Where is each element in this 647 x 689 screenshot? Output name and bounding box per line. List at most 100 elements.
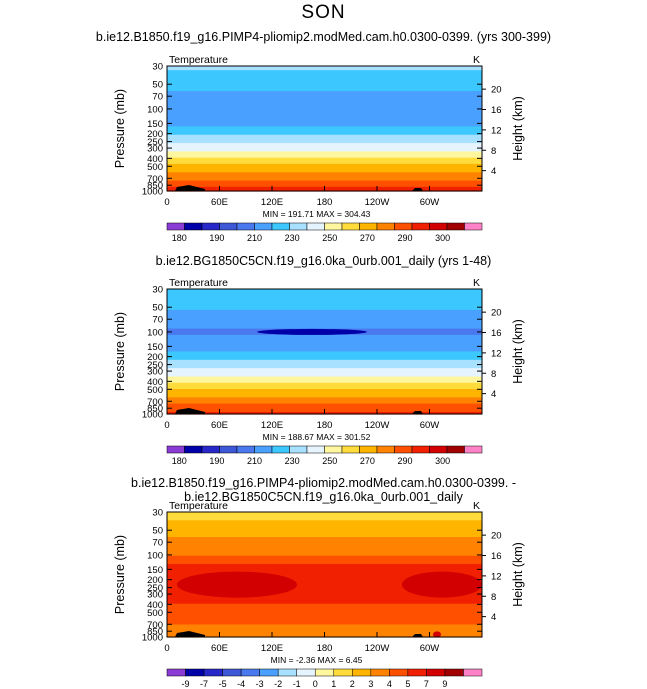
colorbar-swatch	[394, 222, 413, 231]
contour-band	[167, 107, 482, 111]
colorbar-label: -9	[182, 679, 190, 689]
contour-band	[167, 512, 482, 515]
contour-band	[167, 141, 482, 144]
colorbar-swatch	[394, 445, 413, 454]
y-tick-label: 30	[152, 62, 163, 73]
y-tick-label: 500	[147, 608, 163, 619]
contour-band	[167, 116, 482, 119]
topography	[175, 185, 205, 191]
y-tick-label: 1000	[142, 633, 163, 644]
contour-band	[167, 120, 482, 123]
contour-band	[167, 393, 482, 396]
contour-band	[167, 149, 482, 153]
colorbar-label: 290	[397, 456, 412, 466]
x-tick-label: 60E	[211, 643, 228, 654]
contour-band	[167, 539, 482, 542]
units-label: K	[473, 500, 480, 512]
colorbar-label: 270	[360, 233, 375, 243]
contour-band	[167, 111, 482, 115]
contour-band	[167, 607, 482, 611]
y-right-tick-label: 20	[491, 85, 502, 96]
colorbar-swatch	[166, 222, 185, 231]
y-tick-label: 70	[152, 315, 163, 326]
y-axis-title: Pressure (mb)	[113, 312, 127, 391]
colorbar-swatch	[240, 668, 260, 677]
contour-band	[167, 161, 482, 165]
contour-band	[167, 339, 482, 342]
colorbar-swatch	[166, 445, 185, 454]
y-right-tick-label: 16	[491, 105, 502, 116]
contour-band	[167, 345, 482, 348]
y-tick-label: 250	[147, 583, 163, 594]
contour-band	[167, 74, 482, 78]
warm-spot-contour	[433, 631, 441, 638]
contour-band	[167, 99, 482, 103]
contour-band	[167, 599, 482, 603]
contour-band	[167, 587, 482, 590]
y-right-axis-title: Height (km)	[511, 542, 525, 607]
min-max-stats: MIN = -2.36 MAX = 6.45	[271, 655, 363, 665]
colorbar-label: 180	[172, 456, 187, 466]
contour-band	[167, 553, 482, 557]
contour-band	[167, 86, 482, 90]
colorbar-label: 2	[350, 679, 355, 689]
contour-band	[167, 311, 482, 315]
colorbar-swatch	[464, 445, 483, 454]
x-tick-label: 120E	[261, 197, 283, 208]
colorbar-swatch	[411, 445, 430, 454]
y-axis-title: Pressure (mb)	[113, 535, 127, 614]
colorbar-swatch	[341, 222, 360, 231]
contour-band	[167, 334, 482, 338]
y-tick-label: 100	[147, 104, 163, 115]
contour-band	[167, 301, 482, 305]
contour-band	[167, 514, 482, 517]
y-right-tick-label: 8	[491, 369, 496, 380]
colorbar-label: 190	[209, 233, 224, 243]
colorbar-swatch	[222, 668, 242, 677]
y-tick-label: 50	[152, 303, 163, 314]
colorbar-swatch	[271, 445, 290, 454]
y-right-tick-label: 4	[491, 166, 496, 177]
y-tick-label: 30	[152, 285, 163, 296]
contour-band	[167, 559, 482, 563]
colorbar-swatch	[446, 445, 465, 454]
x-tick-label: 120W	[365, 420, 390, 431]
contour-band	[167, 614, 482, 617]
contour-band	[167, 95, 482, 98]
topography	[175, 408, 205, 414]
x-tick-label: 180	[317, 197, 333, 208]
contour-band	[167, 605, 482, 609]
contour-band	[167, 595, 482, 599]
y-tick-label: 400	[147, 600, 163, 611]
y-tick-label: 150	[147, 565, 163, 576]
contour-band	[167, 532, 482, 536]
contour-band	[167, 343, 482, 346]
panel-1-title: b.ie12.B1850.f19_g16.PIMP4-pliomip2.modM…	[95, 30, 552, 44]
colorbar-swatch	[306, 222, 325, 231]
y-tick-label: 300	[147, 590, 163, 601]
y-right-tick-label: 4	[491, 389, 496, 400]
y-right-tick-label: 20	[491, 531, 502, 542]
colorbar-swatch	[185, 668, 205, 677]
contour-band	[167, 572, 482, 576]
y-tick-label: 300	[147, 144, 163, 155]
contour-band	[167, 562, 482, 565]
contour-band	[167, 357, 482, 361]
contour-band	[167, 582, 482, 586]
colorbar-label: 250	[322, 233, 337, 243]
contour-band	[167, 545, 482, 549]
y-tick-label: 30	[152, 508, 163, 519]
contour-band	[167, 526, 482, 530]
contour-band	[167, 622, 482, 626]
y-axis-title: Pressure (mb)	[113, 89, 127, 168]
topography	[175, 631, 205, 637]
page-title: SON	[301, 2, 346, 23]
contour-band	[167, 520, 482, 524]
contour-band	[167, 68, 482, 71]
contour-band	[167, 389, 482, 392]
contour-band	[167, 359, 482, 363]
contour-band	[167, 566, 482, 569]
colorbar-swatch	[446, 222, 465, 231]
contour-band	[167, 305, 482, 309]
